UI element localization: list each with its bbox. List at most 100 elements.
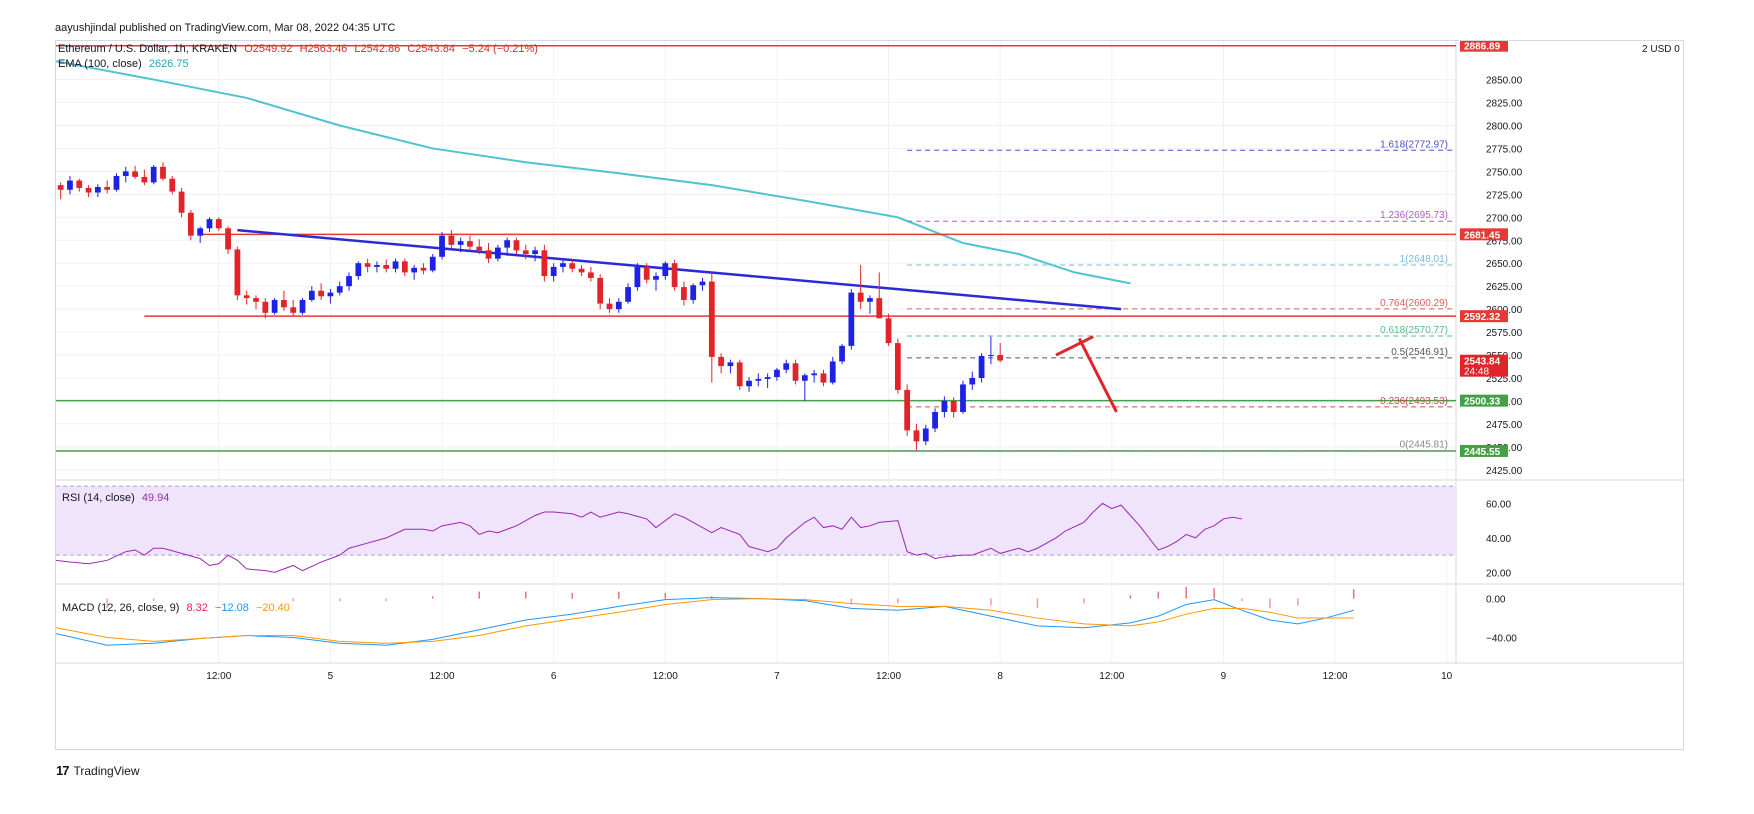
- candle-body: [448, 235, 455, 245]
- candle-body: [550, 266, 557, 277]
- candle-body: [615, 301, 622, 310]
- projection-down-stroke: [1077, 337, 1118, 413]
- candle-body: [243, 295, 250, 299]
- candle-body: [336, 286, 343, 293]
- candle-body: [848, 292, 855, 346]
- candle-body: [215, 219, 222, 229]
- candle-body: [327, 292, 334, 297]
- candle-body: [792, 363, 799, 381]
- candle-body: [522, 250, 529, 255]
- candle-body: [606, 303, 613, 310]
- macd-label: MACD (12, 26, close, 9): [62, 602, 180, 614]
- y-tick-label: 2800.00: [1486, 121, 1523, 132]
- candle-body: [560, 263, 566, 267]
- chart-canvas[interactable]: 12:00 5 12:00 6 12:00 7 12:00 8 12:00 9 12:00 10 285…: [56, 41, 1683, 749]
- candle-body: [57, 185, 64, 190]
- y-tick-label: 2525.00: [1486, 374, 1523, 385]
- candle-body: [774, 369, 780, 378]
- candle-body: [597, 277, 604, 304]
- candle-body: [857, 292, 864, 302]
- candle-body: [569, 263, 576, 269]
- y-tick-label: 2825.00: [1486, 99, 1523, 110]
- candle-body: [820, 373, 827, 383]
- candle-body: [997, 355, 1004, 361]
- x-tick-label: 10: [1441, 671, 1453, 682]
- candle-body: [94, 187, 101, 193]
- candle-body: [271, 299, 278, 313]
- price-tag: [1460, 444, 1508, 457]
- rsi-label: RSI (14, close): [62, 492, 135, 504]
- candle-body: [411, 267, 418, 273]
- currency-label: 2 USD 0: [1642, 44, 1680, 55]
- x-tick-label: 12:00: [1323, 671, 1348, 682]
- candle-body: [346, 276, 352, 287]
- candle-body: [736, 362, 743, 387]
- x-tick-label: 6: [551, 671, 557, 682]
- price-tag: [1460, 228, 1508, 241]
- candle-body: [690, 285, 697, 300]
- candle-body: [718, 356, 724, 367]
- candle-body: [308, 290, 315, 300]
- rsi-tick-label: 20.00: [1486, 568, 1511, 579]
- price-tag-label: 2500.33: [1464, 397, 1501, 408]
- candle-body: [392, 261, 399, 269]
- publisher-caption: aayushjindal published on TradingView.co…: [55, 22, 396, 34]
- candle-body: [504, 240, 511, 248]
- candle-body: [132, 171, 138, 177]
- ema-label: EMA (100, close): [58, 58, 142, 70]
- macd-value: 8.32: [186, 602, 208, 614]
- candle-body: [681, 287, 687, 300]
- macd-signal-line: [56, 598, 1354, 644]
- candle-body: [467, 241, 473, 247]
- candle-body: [932, 411, 938, 429]
- candle-body: [541, 250, 548, 277]
- macd-tick-label: 0.00: [1486, 595, 1506, 606]
- y-tick-label: 2475.00: [1486, 420, 1523, 431]
- ema-legend: EMA (100, close) 2626.75: [58, 58, 189, 70]
- price-legend: Ethereum / U.S. Dollar, 1h, KRAKEN O2549…: [58, 43, 538, 55]
- candle-body: [318, 290, 324, 297]
- fib-level-label: 0.236(2493.53): [1380, 396, 1448, 407]
- candle-body: [67, 180, 73, 190]
- candle-body: [699, 281, 706, 286]
- ohlc-close: C2543.84: [407, 43, 456, 55]
- candle-body: [150, 166, 157, 183]
- ohlc-low: L2542.86: [354, 43, 401, 55]
- candle-body: [978, 355, 985, 378]
- chart-frame[interactable]: 12:00 5 12:00 6 12:00 7 12:00 8 12:00 9 12:00 10 285…: [55, 40, 1684, 750]
- candle-body: [829, 361, 836, 383]
- candle-body: [364, 263, 371, 267]
- candle-body: [374, 265, 380, 267]
- candle-body: [141, 176, 148, 183]
- candle-body: [234, 249, 241, 296]
- candle-body: [671, 263, 678, 288]
- macd-tick-label: −40.00: [1486, 633, 1517, 644]
- candle-body: [439, 235, 445, 257]
- candle-body: [988, 355, 994, 357]
- x-tick-label: 7: [774, 671, 780, 682]
- candle-body: [960, 384, 966, 412]
- candle-body: [867, 298, 873, 302]
- macd-line-value: −12.08: [214, 602, 249, 614]
- candle-body: [839, 345, 845, 362]
- candle-body: [197, 228, 204, 236]
- x-tick-label: 9: [1221, 671, 1227, 682]
- candle-body: [160, 166, 166, 179]
- price-tag-label: 2445.55: [1464, 447, 1501, 458]
- price-tag-label: 2592.32: [1464, 312, 1501, 323]
- candle-body: [178, 191, 185, 213]
- candle-body: [950, 400, 957, 412]
- x-tick-label: 12:00: [876, 671, 901, 682]
- tradingview-footer[interactable]: 17 TradingView: [56, 763, 140, 778]
- price-tag-countdown: 24:48: [1464, 367, 1489, 378]
- fib-level-label: 0.5(2546.91): [1391, 347, 1448, 358]
- y-tick-label: 2675.00: [1486, 236, 1523, 247]
- macd-legend: MACD (12, 26, close, 9) 8.32 −12.08 −20.…: [62, 602, 290, 614]
- candle-body: [783, 363, 790, 370]
- candle-body: [225, 228, 231, 250]
- candle-body: [281, 299, 287, 308]
- ema-value: 2626.75: [148, 58, 189, 70]
- candle-body: [262, 301, 269, 313]
- price-tag-label: 2543.84: [1464, 357, 1501, 368]
- candle-body: [811, 373, 818, 376]
